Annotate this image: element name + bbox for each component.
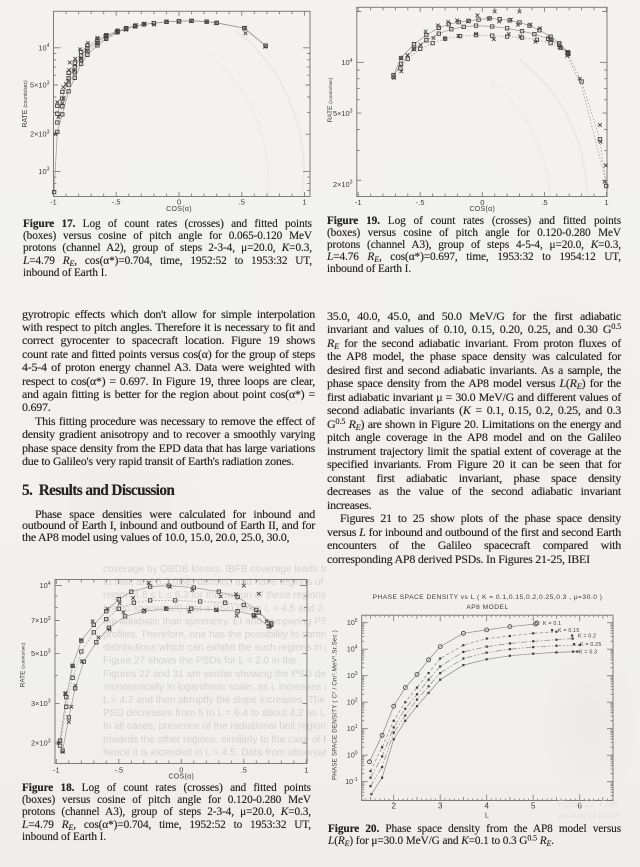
svg-text:104: 104 — [341, 58, 352, 67]
svg-text:K = 0.2: K = 0.2 — [578, 634, 596, 640]
svg-text:1: 1 — [604, 198, 608, 207]
svg-text:L: L — [485, 813, 489, 820]
svg-text:4: 4 — [484, 802, 489, 811]
svg-text:1: 1 — [304, 766, 308, 775]
svg-text:7×103: 7×103 — [31, 616, 51, 625]
svg-text:104: 104 — [39, 581, 50, 590]
svg-text:0: 0 — [179, 766, 183, 775]
svg-text:1: 1 — [302, 198, 306, 207]
svg-text:101: 101 — [347, 724, 358, 733]
svg-text:.5: .5 — [241, 766, 247, 775]
svg-text:104: 104 — [38, 43, 49, 52]
svg-text:K = 0.15: K = 0.15 — [558, 628, 579, 634]
svg-text:coverage by OBDB losses. IBFB: coverage by OBDB losses. IBFB coverage l… — [103, 564, 326, 575]
svg-text:Figures 22 and 31 are similar: Figures 22 and 31 are similar showing th… — [103, 669, 326, 680]
svg-text:102: 102 — [347, 697, 358, 706]
svg-text:.5: .5 — [541, 198, 547, 207]
svg-text:RATE (counts/sec): RATE (counts/sec) — [20, 642, 27, 687]
svg-text:105: 105 — [347, 618, 358, 627]
svg-text:towards the other regions, sim: towards the other regions, similarly to … — [103, 734, 326, 745]
svg-text:profiles. Therefore, one has: profiles. Therefore, one has the possibi… — [103, 630, 326, 641]
svg-text:region 4.8 ≤ L ≤ 6.3 for this: region 4.8 ≤ L ≤ 6.3 for this region of … — [103, 590, 326, 601]
svg-text:10-1: 10-1 — [345, 777, 357, 786]
svg-text:RATE (counts/sec): RATE (counts/sec) — [22, 80, 29, 128]
svg-text:the adiabatic than symmetry, E: the adiabatic than symmetry, EI and comp… — [103, 616, 326, 627]
svg-text:COS(α): COS(α) — [166, 206, 192, 213]
svg-text:K = 0.25: K = 0.25 — [580, 642, 601, 648]
svg-text:RATE (counts/sec): RATE (counts/sec) — [327, 77, 334, 122]
svg-text:100: 100 — [347, 750, 358, 759]
svg-text:.5: .5 — [239, 198, 245, 207]
svg-text:2×103: 2×103 — [31, 738, 51, 747]
svg-text:-1: -1 — [355, 198, 362, 207]
svg-text:PHASE SPACE DENSITY ( C3 / Cm2: PHASE SPACE DENSITY ( C3 / Cm2.MeV3.Sr.S… — [331, 630, 339, 780]
svg-text:PSD decreases from 5 to L = 6.: PSD decreases from 5 to L = 6.4 to about… — [103, 708, 326, 719]
svg-text:104: 104 — [347, 644, 358, 653]
svg-text:-1: -1 — [53, 766, 60, 775]
svg-text:-.5: -.5 — [114, 766, 123, 775]
svg-text:hence it is extended in L = 4.: hence it is extended in L = 4.5. Data fr… — [103, 747, 326, 758]
svg-text:Figure 27 shows the PSDs for L: Figure 27 shows the PSDs for L = 2.0 in … — [103, 656, 297, 667]
svg-text:-.5: -.5 — [112, 198, 121, 207]
svg-text:5: 5 — [531, 802, 536, 811]
svg-text:COS(α): COS(α) — [469, 206, 495, 213]
svg-text:-1: -1 — [50, 198, 57, 207]
svg-text:3: 3 — [438, 802, 443, 811]
svg-text:L = 4.2 and then abruptly the: L = 4.2 and then abruptly the slope incr… — [103, 695, 326, 706]
svg-text:In all cases, presence of the: In all cases, presence of the radiationa… — [103, 721, 326, 732]
svg-text:to that, and 6.3 (IBEI density: to that, and 6.3 (IBEI density) and have… — [103, 577, 326, 588]
svg-text:0: 0 — [177, 198, 181, 207]
svg-text:K = 0.3: K = 0.3 — [579, 650, 597, 656]
svg-text:103: 103 — [38, 167, 49, 176]
svg-text:5×103: 5×103 — [30, 80, 50, 89]
svg-text:2×103: 2×103 — [30, 130, 50, 139]
svg-text:5×103: 5×103 — [31, 649, 51, 658]
svg-text:0: 0 — [480, 198, 484, 207]
svg-text:monotonically in logarithmic s: monotonically in logarithmic scale, as L… — [103, 682, 326, 693]
svg-text:6: 6 — [577, 802, 582, 811]
svg-text:-.5: -.5 — [416, 198, 425, 207]
svg-text:2×103: 2×103 — [333, 180, 353, 189]
svg-text:PHASE SPACE DENSITY vs L ( K =: PHASE SPACE DENSITY vs L ( K = 0.1,0.15,… — [373, 594, 603, 601]
svg-text:3×103: 3×103 — [31, 699, 51, 708]
svg-text:K = 0.1: K = 0.1 — [543, 621, 561, 627]
svg-text:AP8 MODEL: AP8 MODEL — [466, 604, 508, 611]
svg-text:COS(α): COS(α) — [168, 774, 194, 781]
svg-text:5×103: 5×103 — [333, 109, 353, 118]
svg-text:103: 103 — [347, 671, 358, 680]
svg-text:2: 2 — [391, 802, 396, 811]
svg-text:distributions which can exhibi: distributions which can exhibit the such… — [103, 643, 326, 654]
